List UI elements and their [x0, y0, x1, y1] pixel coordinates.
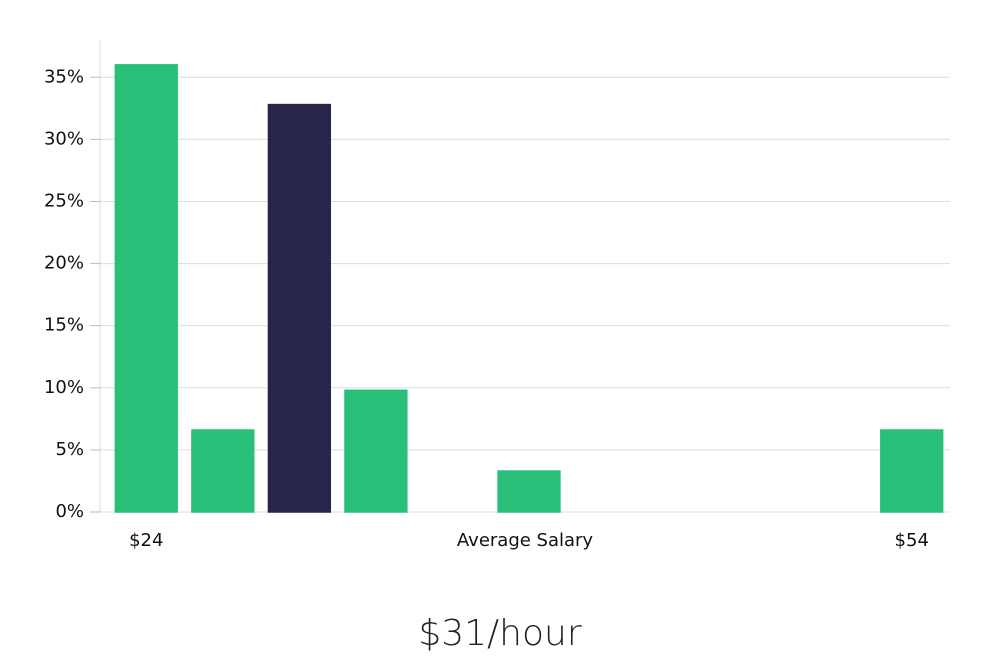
bar [880, 429, 944, 513]
bar [497, 470, 561, 513]
y-tick-label: 5% [55, 439, 84, 460]
y-tick-label: 25% [44, 190, 84, 211]
bar [267, 103, 332, 513]
y-tick-label: 30% [44, 128, 84, 149]
y-tick-label: 20% [44, 253, 84, 274]
y-tick-label: 15% [44, 315, 84, 336]
subtitle: $31/hour [418, 613, 582, 654]
x-axis-label: Average Salary [457, 530, 594, 551]
bar [191, 429, 255, 513]
y-tick-label: 0% [55, 501, 84, 522]
y-tick-label: 35% [44, 66, 84, 87]
bar [344, 389, 408, 513]
x-tick-label: $54 [895, 530, 929, 551]
x-tick-label: $24 [129, 530, 163, 551]
bar [114, 64, 178, 513]
y-tick-label: 10% [44, 377, 84, 398]
